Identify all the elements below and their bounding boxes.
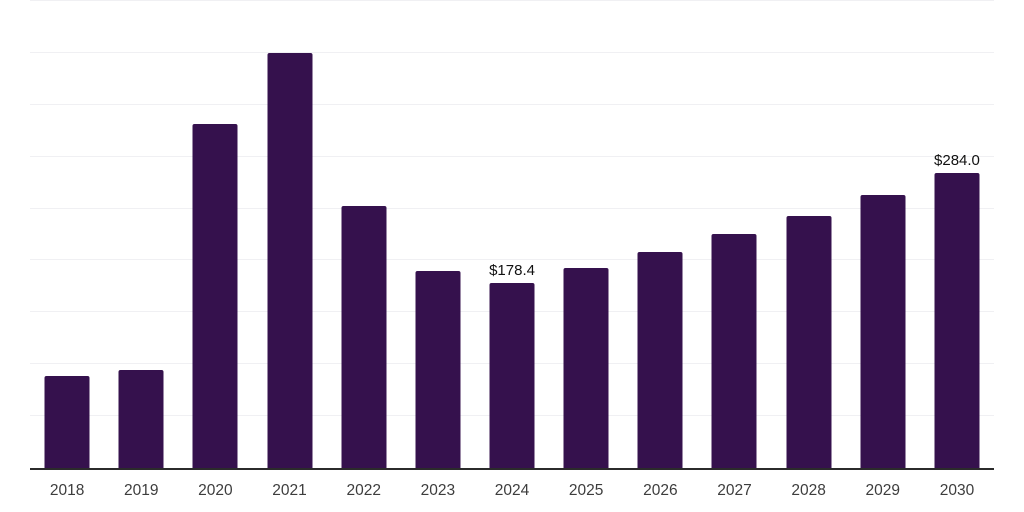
x-tick-label-2025: 2025 bbox=[568, 482, 604, 499]
x-tick-label-2019: 2019 bbox=[123, 482, 159, 499]
bar-column-2022 bbox=[327, 1, 401, 470]
bar-column-2026 bbox=[623, 1, 697, 470]
data-label-2024: $178.4 bbox=[489, 261, 535, 279]
x-tick-label-2020: 2020 bbox=[198, 482, 233, 499]
bar-2027 bbox=[711, 234, 757, 469]
x-tick-label-2022: 2022 bbox=[346, 482, 381, 499]
gridline-300 bbox=[30, 155, 994, 157]
x-tick-label-2028: 2028 bbox=[791, 482, 826, 499]
bar-column-2024: $178.4 bbox=[475, 1, 549, 470]
bar-2018 bbox=[44, 375, 90, 469]
bar-column-2023 bbox=[401, 1, 475, 470]
x-tick-label-2018: 2018 bbox=[49, 482, 85, 499]
x-tick-label-2026: 2026 bbox=[643, 482, 678, 499]
bar-column-2030: $284.0 bbox=[920, 1, 994, 470]
bar-2020 bbox=[192, 123, 238, 469]
gridline-450 bbox=[30, 0, 994, 1]
x-axis-labels: 2018 2019 2020 2021 2022 2023 2024 2025 2026 2027… bbox=[30, 482, 994, 500]
bar-column-2019 bbox=[104, 1, 178, 470]
bar-column-2027 bbox=[697, 1, 771, 470]
bar-2026 bbox=[637, 251, 683, 469]
bar-2021 bbox=[267, 52, 313, 469]
bar-2030 bbox=[934, 173, 980, 469]
x-tick-label-2030: 2030 bbox=[939, 482, 975, 499]
x-axis-line bbox=[30, 468, 994, 470]
x-tick-label-2029: 2029 bbox=[865, 482, 901, 499]
x-tick-label-2027: 2027 bbox=[717, 482, 752, 499]
bars: $178.4 $284.0 bbox=[30, 1, 994, 470]
bar-2029 bbox=[860, 195, 906, 469]
bar-column-2028 bbox=[772, 1, 846, 470]
gridline-200 bbox=[30, 259, 994, 261]
gridline-400 bbox=[30, 51, 994, 53]
gridline-350 bbox=[30, 103, 994, 105]
bar-column-2029 bbox=[846, 1, 920, 470]
bar-column-2020 bbox=[178, 1, 252, 470]
bar-2023 bbox=[415, 270, 461, 469]
x-tick-label-2021: 2021 bbox=[272, 482, 307, 499]
gridline-250 bbox=[30, 207, 994, 209]
bar-2028 bbox=[786, 215, 832, 469]
x-tick-label-2023: 2023 bbox=[420, 482, 456, 499]
bar-column-2025 bbox=[549, 1, 623, 470]
plot-area: $178.4 $284.0 bbox=[30, 0, 994, 470]
bar-2024 bbox=[489, 282, 535, 469]
x-tick-label-2024: 2024 bbox=[494, 482, 530, 499]
data-label-2030: $284.0 bbox=[934, 152, 980, 170]
bar-2025 bbox=[563, 267, 609, 469]
bar-2022 bbox=[341, 206, 387, 469]
bar-column-2018 bbox=[30, 1, 104, 470]
bar-column-2021 bbox=[252, 1, 326, 470]
bar-2019 bbox=[118, 369, 164, 469]
